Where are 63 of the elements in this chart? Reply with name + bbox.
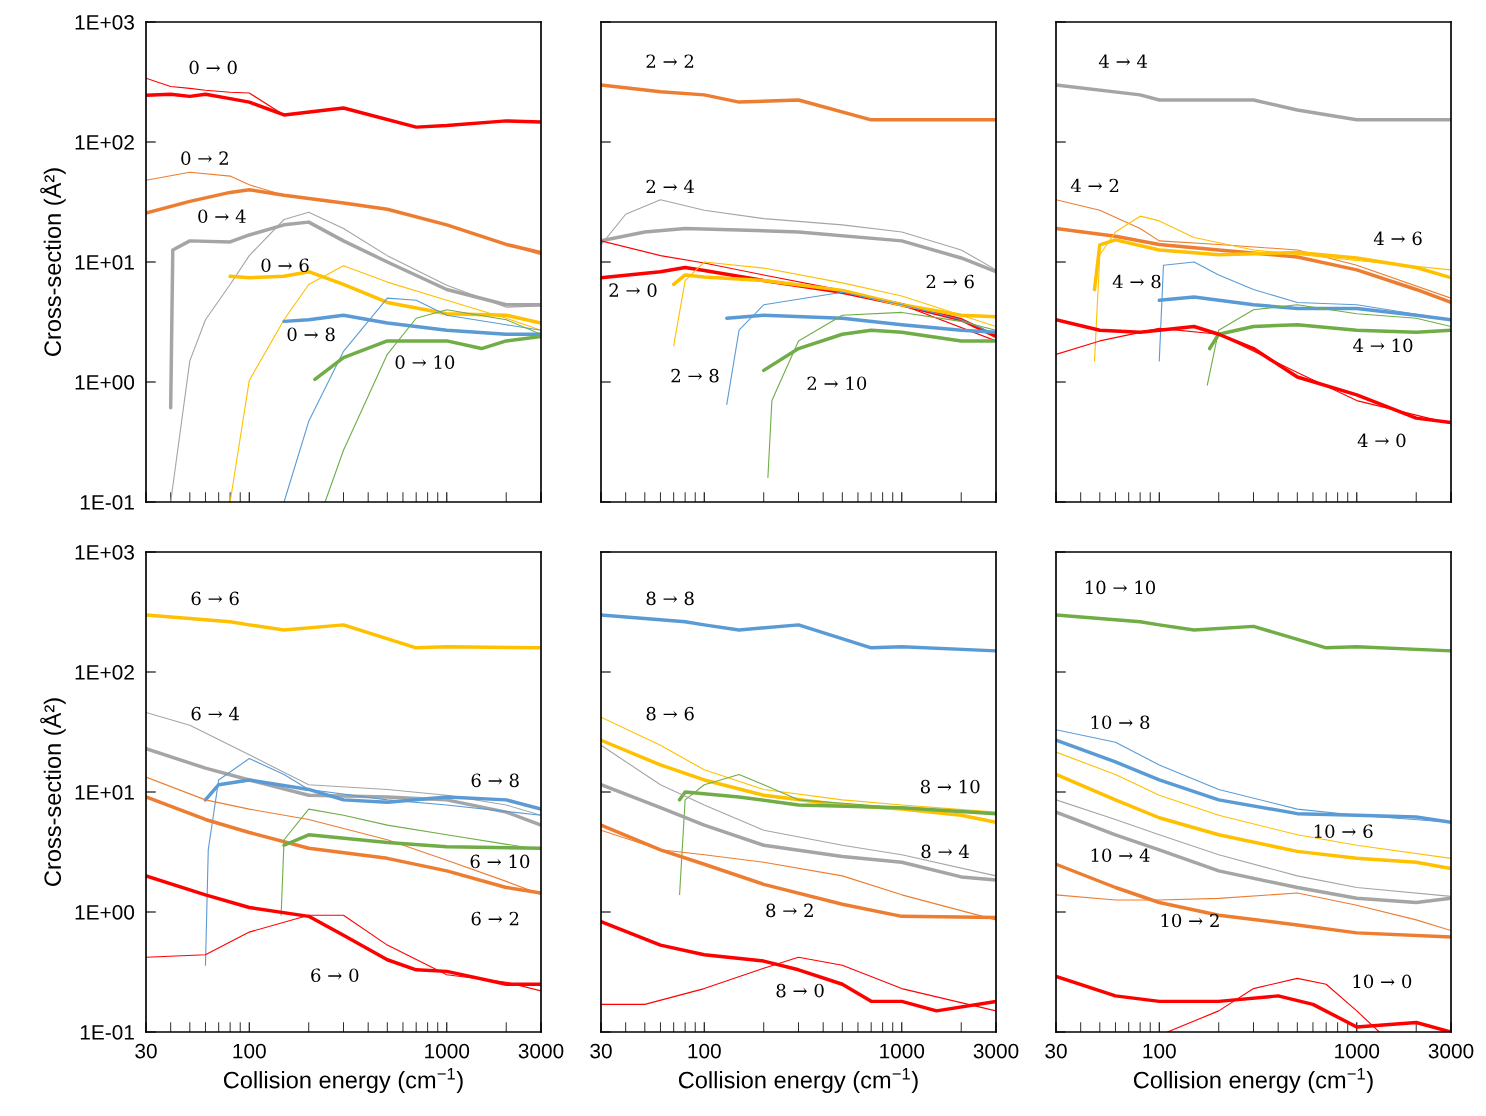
x-tick-label: 30: [590, 1043, 612, 1059]
annotation: 0 → 6: [261, 258, 309, 273]
annotation: 6 → 8: [471, 773, 519, 788]
y-tick-label: 1E+01: [75, 255, 134, 270]
x-axis-title: Collision energy (cm$^{−1}$): [678, 1068, 918, 1094]
annotation: 8 → 10: [920, 779, 980, 794]
annotation: 10 → 2: [1161, 913, 1219, 928]
y-tick-label: 1E+00: [75, 375, 135, 390]
annotation: 8 → 0: [776, 983, 824, 998]
annotation: 10 → 4: [1091, 848, 1150, 863]
annotation: 2 → 6: [926, 274, 974, 289]
annotation: 2 → 10: [807, 376, 867, 391]
annotation: 8 → 8: [646, 591, 694, 606]
annotation: 10 → 0: [1353, 974, 1412, 989]
annotation: 0 → 0: [189, 60, 237, 75]
annotation: 2 → 0: [609, 283, 657, 297]
annotation: 4 → 8: [1112, 274, 1161, 289]
annotation: 6 → 6: [191, 591, 239, 606]
y-tick-label: 1E+01: [75, 785, 134, 800]
y-tick-label: 1E+02: [75, 135, 134, 150]
annotation: 0 → 4: [198, 209, 246, 224]
y-axis-title: Cross-section (Å²): [40, 698, 66, 886]
x-tick-label: 3000: [1428, 1043, 1474, 1059]
y-tick-label: 1E+00: [75, 905, 135, 920]
annotation: 8 → 2: [766, 903, 813, 918]
y-axis-title: Cross-section (Å²): [40, 168, 66, 356]
x-tick-label: 3000: [973, 1043, 1019, 1059]
x-tick-label: 1000: [1335, 1043, 1380, 1059]
annotation: 4 → 4: [1098, 54, 1148, 68]
y-tick-label: 1E-01: [80, 495, 134, 510]
annotation: 10 → 8: [1091, 715, 1150, 730]
annotation: 4 → 10: [1353, 338, 1413, 353]
x-tick-label: 100: [688, 1043, 721, 1059]
x-axis-title: Collision energy (cm$^{−1}$): [223, 1068, 463, 1094]
y-tick-label: 1E+02: [75, 665, 134, 680]
annotation: 10 → 6: [1314, 824, 1373, 839]
x-tick-label: 30: [135, 1043, 157, 1059]
annotation: 2 → 4: [646, 179, 695, 194]
annotation: 4 → 0: [1357, 433, 1406, 448]
annotation: 4 → 6: [1373, 231, 1422, 246]
annotation: 6 → 0: [311, 968, 359, 983]
annotation: 2 → 8: [671, 368, 719, 383]
x-tick-label: 3000: [518, 1043, 564, 1059]
x-tick-label: 1000: [880, 1043, 925, 1059]
annotation: 8 → 6: [646, 706, 694, 721]
annotation: 6 → 2: [471, 911, 519, 926]
annotation: 0 → 2: [181, 151, 228, 165]
x-tick-label: 30: [1045, 1043, 1067, 1059]
y-tick-label: 1E-01: [80, 1025, 134, 1040]
x-tick-label: 1000: [425, 1043, 470, 1059]
annotation: 4 → 2: [1070, 178, 1119, 193]
x-axis-title: Collision energy (cm$^{−1}$): [1133, 1068, 1373, 1094]
annotation: 6 → 10: [470, 854, 530, 869]
y-tick-label: 1E+03: [75, 15, 134, 30]
annotation: 6 → 4: [191, 706, 240, 721]
y-tick-label: 1E+03: [75, 545, 134, 560]
annotation: 10 → 10: [1085, 580, 1156, 595]
x-tick-label: 100: [1143, 1043, 1176, 1059]
x-tick-label: 100: [233, 1043, 266, 1059]
annotation: 2 → 2: [646, 54, 694, 68]
annotation: 0 → 10: [395, 355, 455, 369]
annotation: 0 → 8: [287, 327, 335, 342]
annotation: 8 → 4: [921, 844, 969, 859]
